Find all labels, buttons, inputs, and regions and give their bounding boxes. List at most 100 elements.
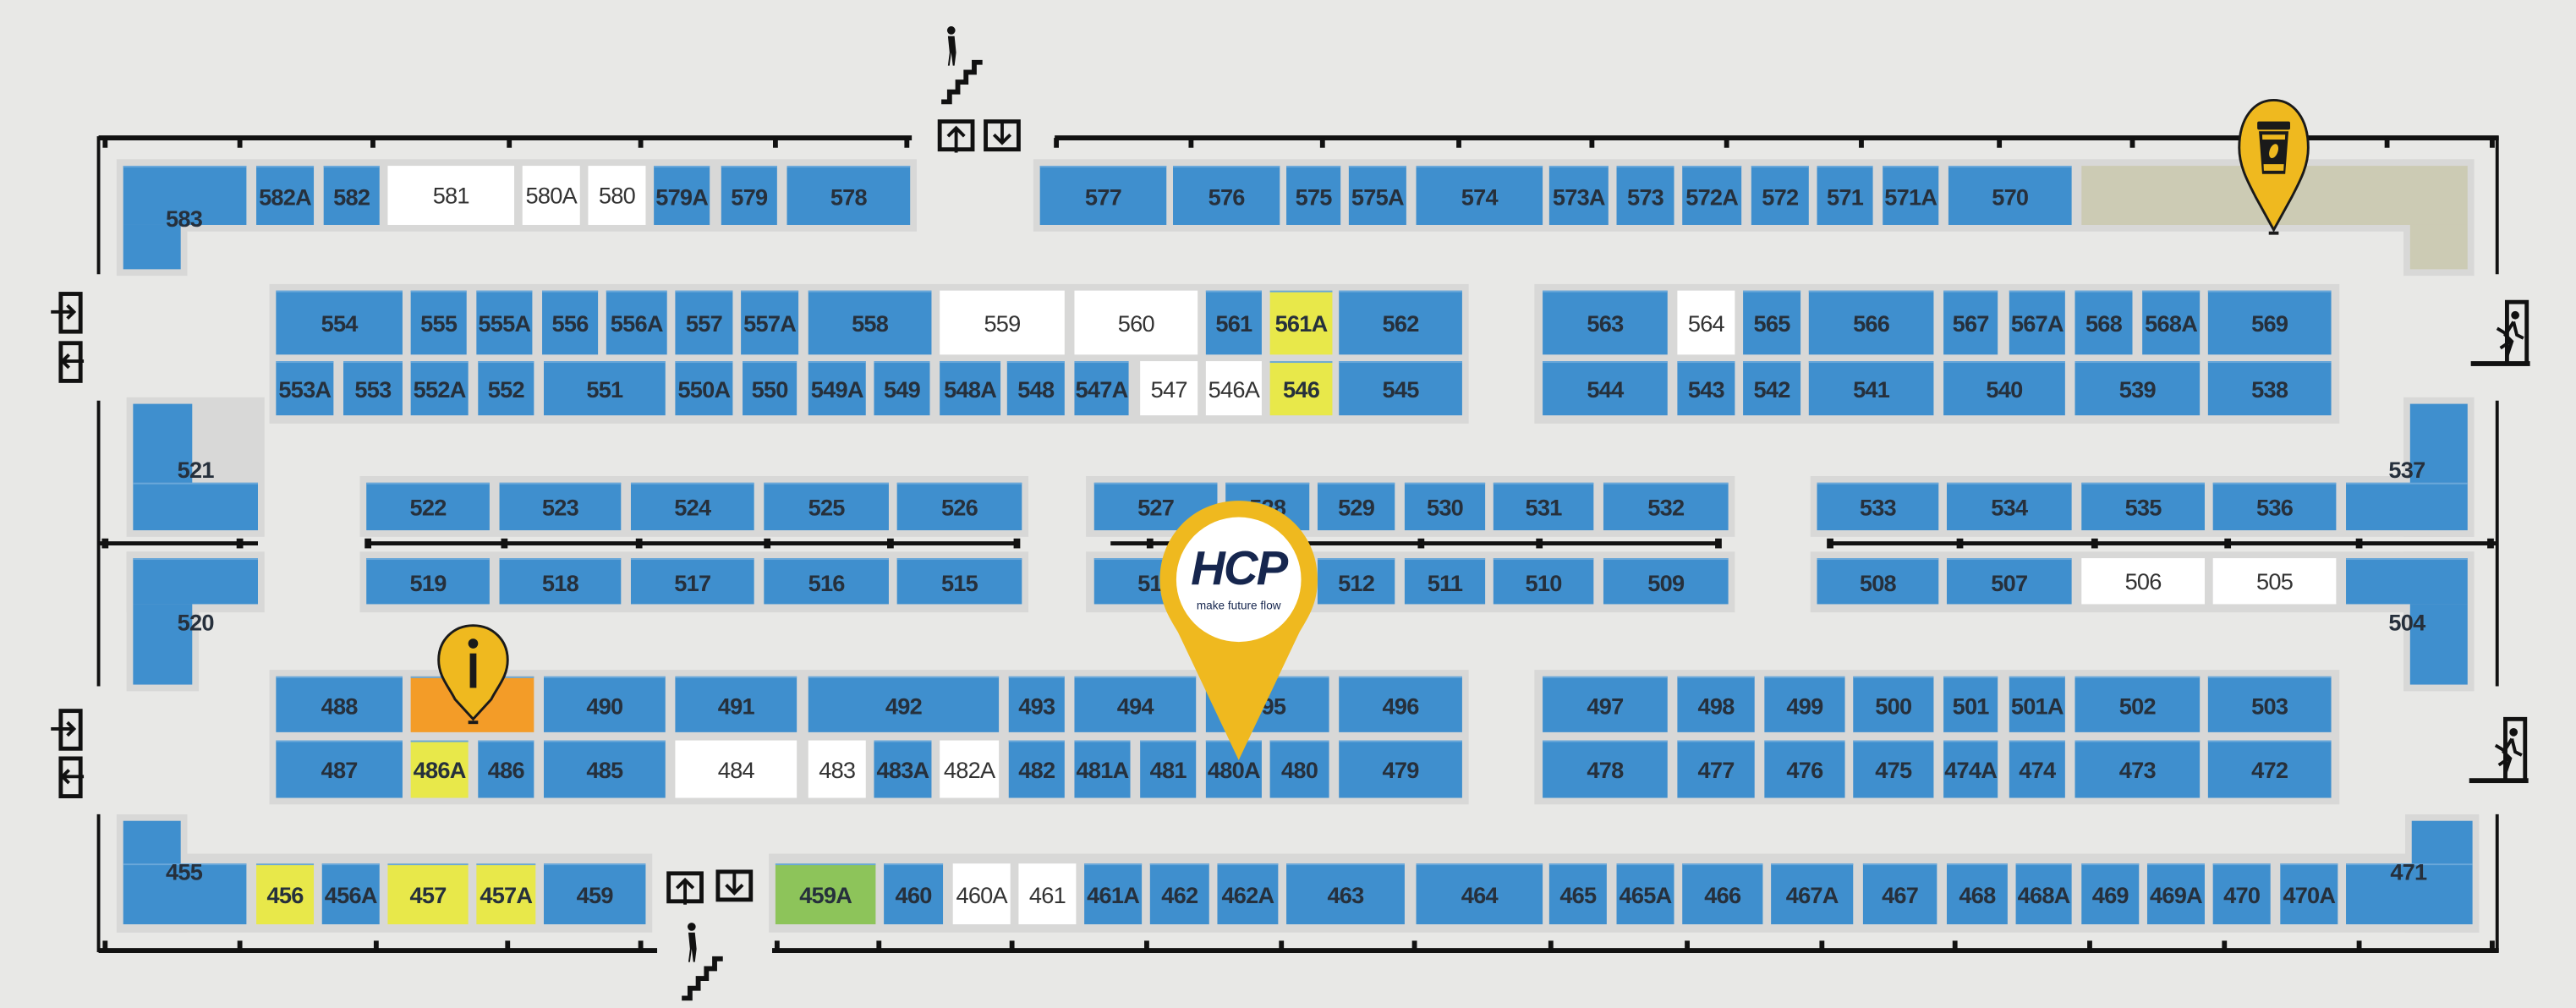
booth[interactable]: 469 (2081, 863, 2140, 925)
booth[interactable]: 493 (1008, 676, 1065, 732)
booth[interactable]: 565 (1743, 290, 1801, 355)
booth[interactable]: 462 (1149, 863, 1209, 925)
booth[interactable]: 536 (2212, 482, 2337, 531)
booth[interactable]: 555A (476, 290, 533, 355)
booth[interactable]: 505 (2212, 558, 2337, 605)
booth[interactable]: 553 (343, 361, 403, 416)
booth[interactable]: 484 (675, 740, 797, 798)
booth[interactable]: 540 (1943, 361, 2065, 416)
booth[interactable]: 466 (1682, 863, 1763, 925)
booth[interactable]: 519 (366, 558, 490, 605)
booth[interactable]: 501 (1943, 676, 1998, 732)
booth[interactable] (133, 558, 258, 605)
booth[interactable]: 490 (544, 676, 666, 732)
booth[interactable]: 550 (743, 361, 797, 416)
booth[interactable]: 460 (884, 863, 944, 925)
booth[interactable]: 559 (940, 290, 1065, 355)
booth[interactable]: 464 (1416, 863, 1543, 925)
booth[interactable]: 529 (1317, 482, 1395, 531)
info-icon[interactable] (436, 624, 511, 726)
booth[interactable]: 502 (2075, 676, 2201, 732)
booth[interactable]: 482 (1008, 740, 1065, 798)
booth-extension[interactable] (133, 604, 193, 685)
booth[interactable]: 475 (1853, 740, 1934, 798)
booth[interactable]: 546A (1205, 361, 1262, 416)
booth[interactable]: 578 (787, 166, 911, 225)
booth[interactable]: 523 (499, 482, 622, 531)
booth[interactable] (2346, 863, 2473, 925)
booth[interactable]: 506 (2081, 558, 2205, 605)
booth[interactable]: 568 (2075, 290, 2133, 355)
booth[interactable]: 510 (1493, 558, 1594, 605)
booth[interactable]: 576 (1173, 166, 1280, 225)
booth[interactable]: 482A (940, 740, 1000, 798)
booth[interactable]: 582A (256, 166, 315, 225)
booth[interactable]: 548A (940, 361, 1001, 416)
booth[interactable]: 549 (874, 361, 930, 416)
booth[interactable]: 522 (366, 482, 490, 531)
booth[interactable]: 573A (1548, 166, 1609, 225)
booth[interactable]: 492 (808, 676, 1000, 732)
booth[interactable]: 574 (1416, 166, 1543, 225)
booth[interactable]: 571 (1817, 166, 1873, 225)
booth[interactable]: 532 (1603, 482, 1729, 531)
booth[interactable]: 456 (256, 863, 315, 925)
booth[interactable]: 579 (721, 166, 777, 225)
booth[interactable]: 535 (2081, 482, 2205, 531)
booth[interactable]: 573 (1616, 166, 1674, 225)
booth[interactable]: 569 (2207, 290, 2332, 355)
booth[interactable]: 570 (1948, 166, 2072, 225)
booth[interactable]: 503 (2207, 676, 2332, 732)
booth[interactable]: 481 (1140, 740, 1197, 798)
booth[interactable]: 526 (896, 482, 1022, 531)
booth[interactable]: 546 (1269, 361, 1333, 416)
booth[interactable]: 456A (321, 863, 380, 925)
booth-extension[interactable] (2409, 403, 2468, 483)
booth[interactable]: 553A (276, 361, 334, 416)
booth[interactable]: 545 (1339, 361, 1462, 416)
booth[interactable] (133, 482, 258, 531)
booth[interactable]: 467A (1771, 863, 1854, 925)
booth[interactable]: 577 (1039, 166, 1167, 225)
booth[interactable]: 550A (675, 361, 733, 416)
booth[interactable]: 467 (1862, 863, 1937, 925)
booth[interactable]: 561A (1269, 290, 1333, 355)
booth[interactable]: 557A (741, 290, 799, 355)
booth[interactable]: 509 (1603, 558, 1729, 605)
booth[interactable]: 487 (276, 740, 403, 798)
booth[interactable]: 580A (522, 166, 580, 225)
booth[interactable]: 479 (1339, 740, 1462, 798)
coffee-cup-icon[interactable] (2236, 98, 2311, 236)
booth[interactable]: 580 (588, 166, 646, 225)
booth[interactable]: 543 (1677, 361, 1735, 416)
booth[interactable]: 572 (1751, 166, 1809, 225)
booth[interactable]: 457A (476, 863, 536, 925)
booth[interactable]: 474 (2009, 740, 2065, 798)
booth[interactable]: 470A (2280, 863, 2338, 925)
booth[interactable]: 459 (544, 863, 646, 925)
booth[interactable]: 457 (387, 863, 469, 925)
booth[interactable]: 496 (1339, 676, 1462, 732)
booth[interactable]: 501A (2009, 676, 2065, 732)
booth[interactable]: 581 (387, 166, 515, 225)
booth-extension[interactable] (133, 403, 193, 483)
booth[interactable]: 508 (1817, 558, 1939, 605)
booth[interactable]: 542 (1743, 361, 1801, 416)
booth[interactable]: 568A (2142, 290, 2201, 355)
booth[interactable]: 533 (1817, 482, 1939, 531)
booth[interactable]: 470 (2212, 863, 2271, 925)
booth[interactable]: 511 (1404, 558, 1486, 605)
booth[interactable]: 512 (1317, 558, 1395, 605)
booth[interactable]: 558 (808, 290, 932, 355)
booth[interactable]: 477 (1677, 740, 1755, 798)
booth[interactable]: 544 (1543, 361, 1668, 416)
booth[interactable]: 548 (1006, 361, 1065, 416)
booth[interactable]: 474A (1943, 740, 1998, 798)
booth[interactable]: 517 (630, 558, 754, 605)
booth[interactable]: 515 (896, 558, 1022, 605)
booth[interactable]: 547A (1074, 361, 1129, 416)
booth[interactable]: 486 (478, 740, 534, 798)
booth[interactable]: 567A (2009, 290, 2065, 355)
booth[interactable]: 571A (1883, 166, 1939, 225)
booth[interactable]: 469A (2146, 863, 2205, 925)
